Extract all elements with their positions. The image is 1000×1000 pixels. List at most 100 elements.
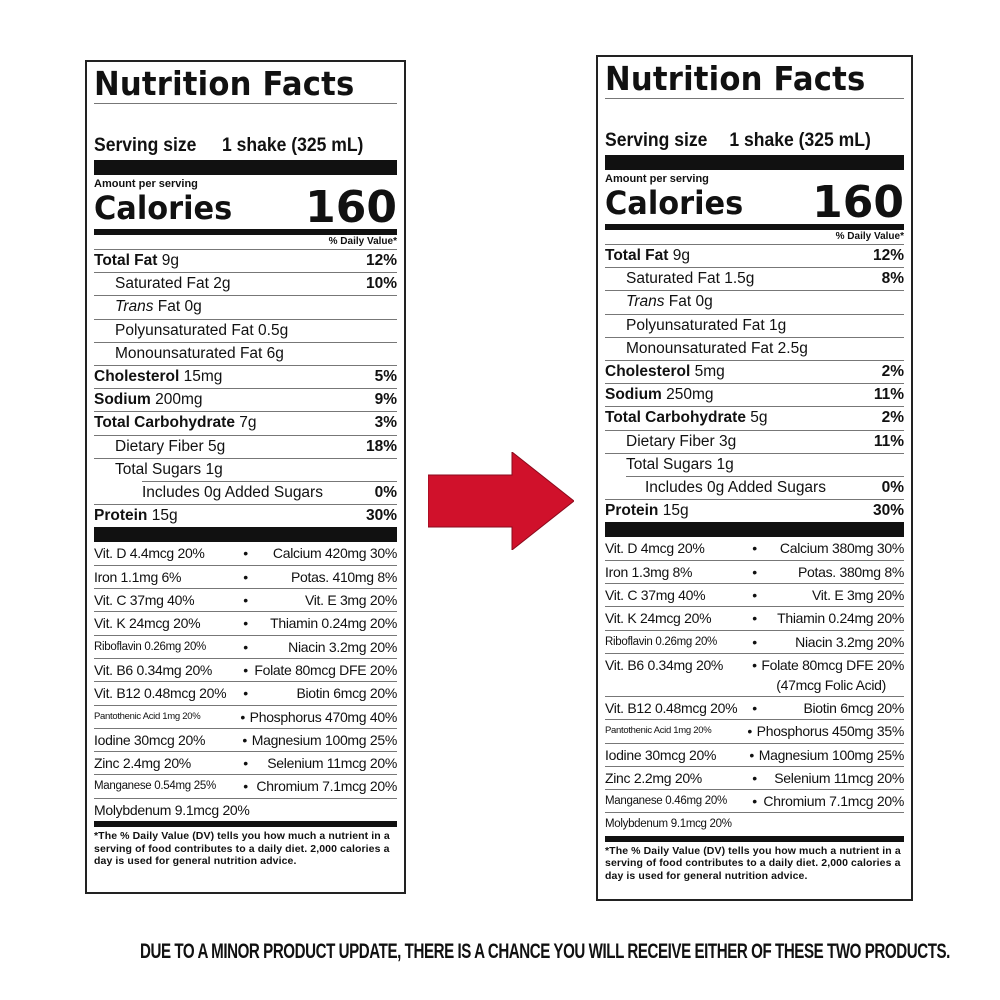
calories-value: 160 (305, 182, 397, 233)
nutrient-amount: 5g (750, 409, 768, 427)
bullet-icon: • (243, 661, 248, 678)
vitamin-left: Vit. C 37mg 40% (605, 587, 706, 604)
nutrient-row-total-carbohydrate: Total Carbohydrate 7g 3% (94, 412, 397, 436)
nutrient-pct: 5% (374, 368, 397, 386)
divider-thick (605, 155, 904, 170)
bullet-icon: • (242, 731, 248, 748)
product-update-disclaimer: DUE TO A MINOR PRODUCT UPDATE, THERE IS … (140, 940, 950, 963)
serving-size-value: 1 shake (325 mL) (729, 129, 871, 151)
nutrient-row-sodium: Sodium 200mg 9% (94, 389, 397, 413)
nutrient-row-cholesterol: Cholesterol 5mg 2% (605, 361, 904, 385)
daily-value-header: % Daily Value* (94, 235, 397, 250)
nutrient-row-saturated-fat: Saturated Fat 2g 10% (94, 273, 397, 297)
bullet-icon: • (749, 746, 755, 763)
vitamin-row: Molybdenum 9.1mcg 20% (605, 813, 904, 835)
vitamin-left: Iodine 30mcg 20% (605, 746, 717, 763)
nutrient-pct: 2% (881, 409, 904, 427)
nutrient-row-cholesterol: Cholesterol 15mg 5% (94, 366, 397, 390)
vitamin-row: Iron 1.3mg 8% • Potas. 380mg 8% (605, 561, 904, 585)
bullet-icon: • (240, 708, 245, 725)
bullet-icon: • (752, 563, 757, 580)
vitamin-left: Molybdenum 9.1mcg 20% (94, 801, 250, 818)
nutrient-name: Total Sugars (115, 460, 202, 478)
nutrient-amount: 6g (266, 344, 284, 362)
amount-per-serving: Amount per serving (94, 178, 198, 190)
vitamin-left: Vit. B12 0.48mcg 20% (94, 685, 227, 702)
vitamin-left: Pantothenic Acid 1mg 20% (605, 725, 712, 737)
nutrient-name: Polyunsaturated Fat (626, 316, 765, 334)
nutrient-name: Cholesterol (94, 368, 180, 386)
nutrient-name: Polyunsaturated Fat (115, 321, 254, 339)
nutrient-name: Dietary Fiber (626, 432, 715, 450)
bullet-icon: • (752, 793, 757, 810)
nutrient-pct: 30% (365, 507, 397, 525)
nutrition-label-updated: Nutrition Facts Serving size 1 shake (32… (596, 55, 913, 901)
vitamin-row: Vit. B6 0.34mg 20% • Folate 80mcg DFE 20% (… (605, 654, 904, 697)
nutrient-row-added-sugars: Includes 0g Added Sugars 0% (626, 476, 904, 499)
vitamin-row: Vit. B12 0.48mcg 20% • Biotin 6mcg 20% (94, 682, 397, 706)
nutrient-name: Protein (605, 502, 659, 520)
nutrient-pct: 11% (873, 386, 904, 404)
nutrient-name: Dietary Fiber (115, 437, 204, 455)
vitamin-row: Vit. B6 0.34mg 20% • Folate 80mcg DFE 20% (94, 659, 397, 683)
nutrient-row-saturated-fat: Saturated Fat 1.5g 8% (605, 268, 904, 292)
vitamin-left: Vit. B6 0.34mg 20% (605, 656, 724, 673)
nutrient-row-monounsaturated-fat: Monounsaturated Fat 2.5g (605, 338, 904, 362)
nutrient-pct: 8% (881, 270, 904, 288)
vitamin-right: Thiamin 0.24mg 20% (777, 610, 904, 627)
vitamin-row: Iron 1.1mg 6% • Potas. 410mg 8% (94, 566, 397, 590)
serving-size-label: Serving size (605, 129, 708, 151)
nutrient-row-dietary-fiber: Dietary Fiber 5g 18% (94, 436, 397, 459)
nutrient-amount: 15g (662, 502, 689, 520)
label-title: Nutrition Facts (605, 59, 866, 98)
vitamin-row: Vit. K 24mcg 20% • Thiamin 0.24mg 20% (94, 612, 397, 636)
added-sugars-wrap: Includes 0g Added Sugars 0% (94, 481, 397, 506)
bullet-icon: • (752, 610, 757, 627)
nutrient-amount: 15g (151, 507, 178, 525)
vitamin-left: Manganese 0.54mg 25% (94, 780, 216, 793)
nutrient-amount: 1.5g (724, 270, 755, 288)
nutrient-pct: 12% (365, 252, 397, 269)
vitamin-left: Iron 1.3mg 8% (605, 563, 693, 580)
nutrient-amount: 0g (695, 293, 713, 311)
nutrient-name: Total Sugars (626, 455, 713, 473)
daily-value-footnote: *The % Daily Value (DV) tells you how mu… (94, 830, 390, 867)
serving-size-label: Serving size (94, 134, 197, 156)
nutrient-pct: 2% (881, 363, 904, 381)
daily-value-footnote: *The % Daily Value (DV) tells you how mu… (605, 844, 901, 882)
calories-row: Calories 160 (605, 177, 904, 228)
nutrient-name: Protein (94, 507, 148, 525)
nutrient-pct: 12% (872, 247, 904, 264)
nutrient-amount: 9g (161, 252, 179, 269)
added-sugars-wrap: Includes 0g Added Sugars 0% (605, 476, 904, 501)
folate-value: Folate 80mcg DFE 20% (761, 656, 904, 673)
calories-value: 160 (812, 177, 904, 228)
bullet-icon: • (243, 545, 248, 562)
vitamin-left: Vit. K 24mcg 20% (94, 615, 201, 632)
vitamin-right: Calcium 420mg 30% (272, 545, 397, 562)
bullet-icon: • (243, 615, 248, 632)
nutrient-row-added-sugars: Includes 0g Added Sugars 0% (142, 481, 397, 504)
nutrient-name: Total Fat (605, 247, 669, 264)
vitamin-right: Biotin 6mcg 20% (803, 699, 904, 716)
vitamin-right: Niacin 3.2mg 20% (288, 638, 397, 655)
nutrient-amount: 0g (184, 298, 202, 316)
nutrient-pct: 18% (365, 437, 397, 455)
vitamin-right: Magnesium 100mg 25% (758, 746, 905, 763)
divider-medium (605, 224, 904, 230)
vitamin-left: Vit. B12 0.48mcg 20% (605, 699, 738, 716)
vitamin-row: Riboflavin 0.26mg 20% • Niacin 3.2mg 20% (94, 636, 397, 659)
vitamin-left: Vit. B6 0.34mg 20% (94, 661, 213, 678)
vitamin-row: Manganese 0.54mg 25% • Chromium 7.1mcg 20% (94, 775, 397, 799)
vitamin-left: Vit. D 4.4mcg 20% (94, 545, 205, 562)
nutrient-pct: 11% (873, 432, 904, 450)
nutrient-name: Sodium (94, 391, 151, 409)
nutrient-name: Sodium (605, 386, 662, 404)
vitamin-right: Chromium 7.1mcg 20% (763, 793, 904, 810)
bullet-icon: • (243, 592, 248, 609)
serving-size-row: Serving size 1 shake (325 mL) (605, 129, 904, 151)
nutrient-row-protein: Protein 15g 30% (605, 500, 904, 522)
vitamin-right: Phosphorus 450mg 35% (756, 723, 905, 740)
nutrient-name: Cholesterol (605, 363, 691, 381)
vitamin-row: Vit. C 37mg 40% • Vit. E 3mg 20% (94, 589, 397, 613)
